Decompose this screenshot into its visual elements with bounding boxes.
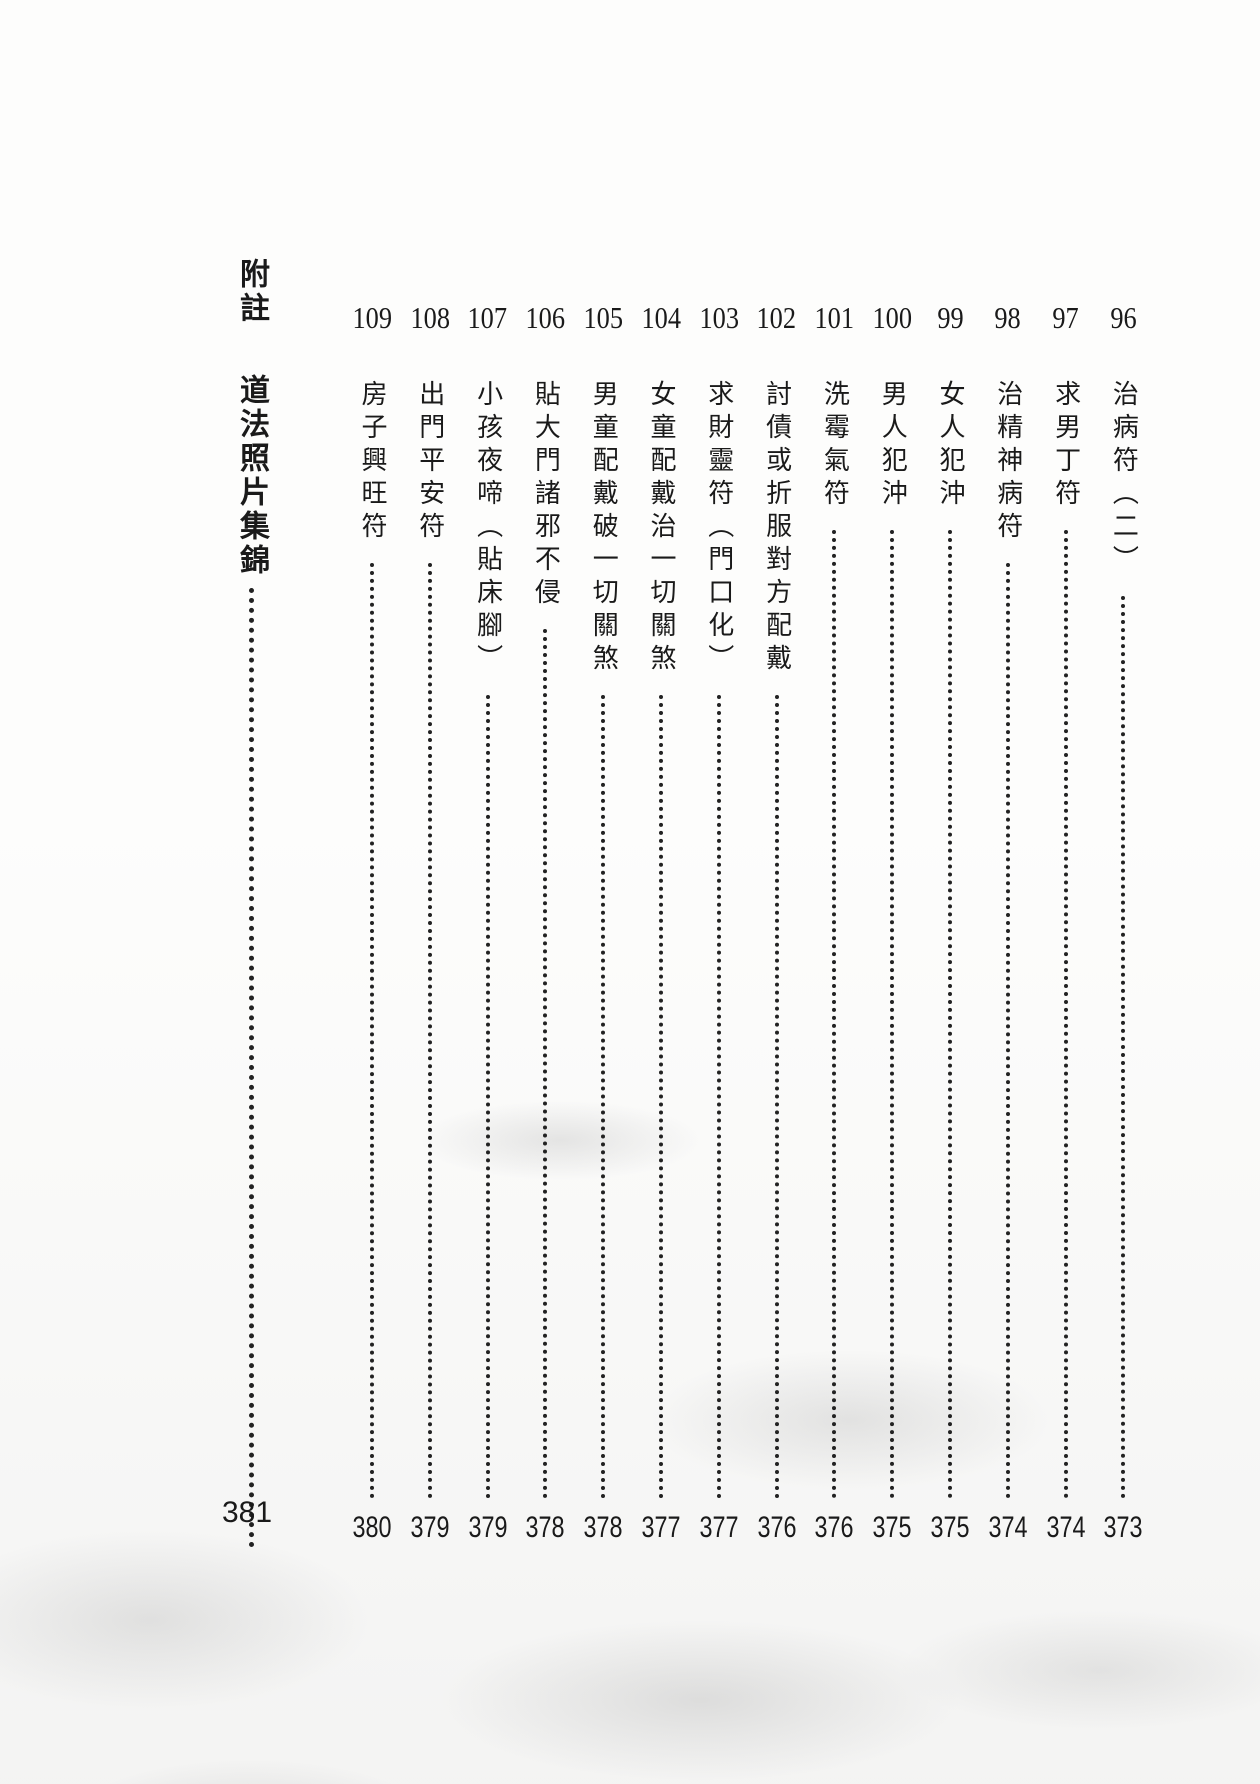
entry-page-number: 374	[1046, 1511, 1086, 1544]
toc-entry: 109 房子興旺符 380	[343, 300, 401, 1545]
dot-leader	[774, 695, 779, 1499]
toc-entry: 107 小孩夜啼（貼床腳） 379	[459, 300, 517, 1545]
entry-page-number: 373	[1103, 1511, 1143, 1544]
dot-leader	[948, 530, 952, 1499]
entry-page-number: 379	[410, 1511, 450, 1544]
entry-number: 104	[641, 300, 681, 335]
toc-entry: 98 治精神病符 374	[979, 300, 1037, 1545]
dot-leader	[716, 695, 721, 1499]
dot-leader	[1005, 563, 1010, 1499]
entry-number: 99	[936, 300, 964, 335]
entry-page-number: 378	[525, 1511, 565, 1544]
dot-leader	[659, 695, 663, 1499]
entry-page-number: 379	[468, 1511, 508, 1544]
entry-number: 109	[352, 300, 392, 335]
toc-entry: 105 男童配戴破一切關煞 378	[574, 300, 632, 1545]
entry-number: 103	[699, 300, 739, 335]
entry-title: 男人犯沖	[877, 380, 908, 512]
entry-title: 女人犯沖	[935, 380, 965, 512]
dot-leader	[248, 588, 254, 1548]
entry-page-number: 380	[352, 1511, 392, 1544]
entry-title: 女童配戴治一切關煞	[646, 380, 676, 677]
entry-page-number: 377	[699, 1511, 739, 1544]
entry-page-number: 377	[641, 1511, 681, 1544]
scan-background-texture	[0, 820, 1260, 1784]
entry-number: 102	[756, 300, 797, 335]
entry-title: 求男丁符	[1050, 380, 1081, 512]
dot-leader	[832, 530, 837, 1499]
entry-page-number: 374	[988, 1511, 1028, 1544]
entry-title: 求財靈符（門口化）	[703, 380, 734, 677]
entry-number: 96	[1110, 300, 1137, 335]
entry-title: 小孩夜啼（貼床腳）	[472, 380, 503, 677]
dot-leader	[601, 695, 606, 1499]
dot-leader	[370, 563, 374, 1499]
entry-page-number: 376	[757, 1511, 797, 1544]
entry-title: 男童配戴破一切關煞	[588, 380, 619, 677]
toc-entry: 100 男人犯沖 375	[863, 300, 921, 1545]
appendix-title: 道法照片集錦	[234, 374, 269, 578]
entry-title: 討債或折服對方配戴	[761, 380, 792, 677]
toc-entry: 106 貼大門諸邪不侵 378	[516, 300, 574, 1545]
entry-title: 治精神病符	[992, 380, 1023, 545]
toc-entry: 103 求財靈符（門口化） 377	[690, 300, 748, 1545]
entry-title: 洗霉氣符	[819, 380, 850, 512]
toc-entry: 97 求男丁符 374	[1037, 300, 1095, 1545]
entry-number: 106	[525, 300, 566, 335]
entry-number: 98	[994, 300, 1021, 335]
entry-title: 貼大門諸邪不侵	[530, 380, 561, 611]
entry-number: 107	[467, 300, 508, 335]
dot-leader	[1121, 596, 1126, 1499]
entry-number: 105	[583, 300, 623, 335]
toc-entry: 96 治病符（二） 373	[1094, 300, 1152, 1545]
dot-leader	[890, 530, 895, 1499]
entry-number: 97	[1052, 300, 1079, 335]
toc-entry: 108 出門平安符 379	[401, 300, 459, 1545]
toc-entry: 99 女人犯沖 375	[921, 300, 979, 1545]
dot-leader	[485, 695, 490, 1499]
dot-leader	[427, 563, 432, 1499]
appendix-entry: 附註 道法照片集錦	[226, 258, 276, 1548]
toc-entry: 101 洗霉氣符 376	[805, 300, 863, 1545]
entry-page-number: 376	[814, 1511, 854, 1544]
appendix-page-number: 381	[222, 1496, 273, 1529]
entry-number: 101	[814, 300, 855, 335]
toc-entry: 102 討債或折服對方配戴 376	[748, 300, 806, 1545]
entry-title: 房子興旺符	[357, 380, 387, 545]
entry-page-number: 375	[930, 1511, 970, 1544]
entry-page-number: 378	[583, 1511, 623, 1544]
entry-title: 治病符（二）	[1108, 380, 1139, 578]
entry-page-number: 375	[872, 1511, 912, 1544]
entry-number: 108	[410, 300, 450, 335]
entry-title: 出門平安符	[414, 380, 445, 545]
dot-leader	[543, 629, 548, 1499]
appendix-label: 附註	[234, 258, 269, 326]
toc-entry: 104 女童配戴治一切關煞 377	[632, 300, 690, 1545]
dot-leader	[1063, 530, 1068, 1499]
entry-number: 100	[872, 300, 912, 335]
